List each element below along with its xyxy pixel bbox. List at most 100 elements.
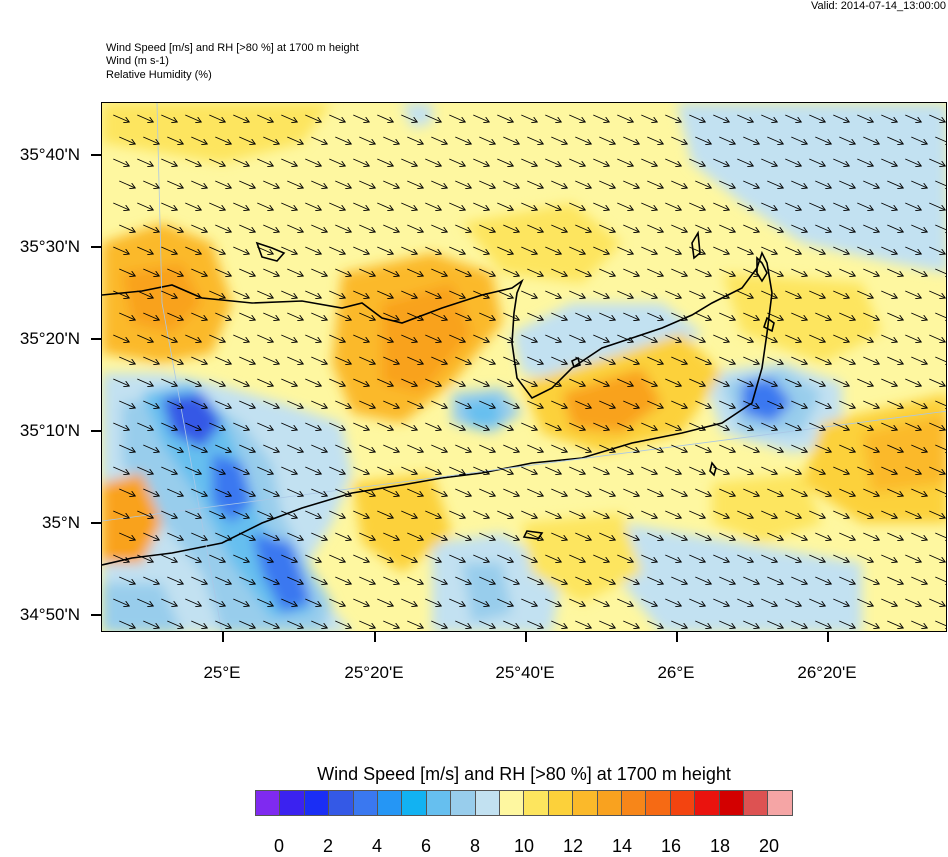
wind-arrow: [857, 114, 873, 122]
wind-arrow: [215, 356, 231, 364]
wind-arrow: [161, 158, 177, 166]
wind-arrow: [761, 114, 777, 122]
wind-arrow: [305, 246, 321, 254]
wind-arrow: [329, 202, 345, 210]
wind-arrow: [191, 268, 207, 276]
wind-arrow: [287, 136, 303, 144]
wind-arrow: [593, 158, 609, 166]
wind-arrow: [911, 444, 927, 452]
wind-arrow: [833, 510, 849, 518]
wind-arrow: [737, 114, 753, 122]
wind-arrow: [785, 334, 801, 342]
wind-arrow: [383, 312, 399, 320]
wind-arrow: [791, 444, 807, 452]
wind-arrow: [599, 224, 615, 232]
wind-arrow: [377, 466, 393, 474]
wind-arrow: [215, 180, 231, 188]
wind-arrow: [551, 224, 567, 232]
wind-arrow: [449, 202, 465, 210]
wind-arrow: [473, 158, 489, 166]
colorbar-swatch: [425, 790, 452, 816]
wind-arrow: [881, 466, 897, 474]
colorbar-swatch: [499, 790, 525, 816]
wind-arrow: [569, 510, 585, 518]
wind-arrow: [743, 488, 759, 496]
wind-arrow: [353, 598, 369, 606]
wind-arrow: [623, 620, 639, 628]
wind-arrow: [737, 246, 753, 254]
wind-arrow: [503, 136, 519, 144]
wind-arrow: [527, 488, 543, 496]
wind-arrow: [809, 466, 825, 474]
wind-arrow: [935, 400, 946, 408]
wind-arrow: [401, 290, 417, 298]
wind-arrow: [191, 400, 207, 408]
wind-arrow: [785, 290, 801, 298]
wind-arrow: [455, 532, 471, 540]
wind-arrow: [647, 576, 663, 584]
wind-arrow: [719, 444, 735, 452]
wind-arrow: [863, 488, 879, 496]
colorbar-swatch: [352, 790, 378, 816]
wind-arrow: [857, 246, 873, 254]
wind-arrow: [377, 158, 393, 166]
wind-arrow: [857, 598, 873, 606]
wind-arrow: [575, 268, 591, 276]
wind-arrow: [305, 554, 321, 562]
wind-arrow: [167, 136, 183, 144]
wind-arrow: [575, 532, 591, 540]
wind-arrow: [281, 290, 297, 298]
lon-tick: [525, 632, 527, 642]
wind-arrow: [119, 532, 135, 540]
wind-arrow: [113, 158, 129, 166]
wind-arrow: [911, 136, 927, 144]
wind-arrow: [167, 532, 183, 540]
wind-arrow: [137, 158, 153, 166]
wind-arrow: [761, 158, 777, 166]
wind-arrow: [257, 334, 273, 342]
wind-arrow: [593, 114, 609, 122]
lon-tick: [374, 632, 376, 642]
wind-arrow: [521, 290, 537, 298]
wind-arrow: [449, 378, 465, 386]
wind-arrow: [185, 246, 201, 254]
wind-arrow: [695, 224, 711, 232]
colorbar-swatch: [645, 790, 671, 816]
wind-arrow: [545, 202, 561, 210]
wind-arrow: [455, 312, 471, 320]
wind-arrow: [569, 466, 585, 474]
colorbar-label: 20: [758, 836, 780, 856]
wind-arrow: [521, 114, 537, 122]
wind-arrow: [305, 598, 321, 606]
wind-arrow: [593, 466, 609, 474]
wind-arrow: [377, 246, 393, 254]
colorbar-swatch: [474, 790, 500, 816]
wind-arrow: [263, 532, 279, 540]
wind-arrow: [143, 356, 159, 364]
wind-arrow: [743, 312, 759, 320]
wind-arrow: [353, 466, 369, 474]
wind-arrow: [377, 598, 393, 606]
wind-arrow: [233, 246, 249, 254]
wind-arrow: [377, 114, 393, 122]
wind-arrow: [335, 444, 351, 452]
wind-arrow: [623, 312, 639, 320]
wind-arrow: [287, 488, 303, 496]
wind-arrow: [905, 598, 921, 606]
wind-arrow: [113, 246, 129, 254]
wind-arrow: [719, 620, 735, 628]
wind-arrow: [329, 598, 345, 606]
wind-arrow: [143, 444, 159, 452]
wind-arrow: [137, 290, 153, 298]
wind-arrow: [527, 136, 543, 144]
wind-arrow: [233, 378, 249, 386]
wind-arrow: [161, 554, 177, 562]
wind-arrow: [353, 422, 369, 430]
wind-arrow: [407, 136, 423, 144]
wind-arrow: [527, 444, 543, 452]
wind-arrow: [329, 334, 345, 342]
wind-arrow: [665, 202, 681, 210]
map-header-wind: Wind (m s-1): [106, 55, 169, 67]
wind-arrow: [863, 620, 879, 628]
wind-arrow: [713, 334, 729, 342]
